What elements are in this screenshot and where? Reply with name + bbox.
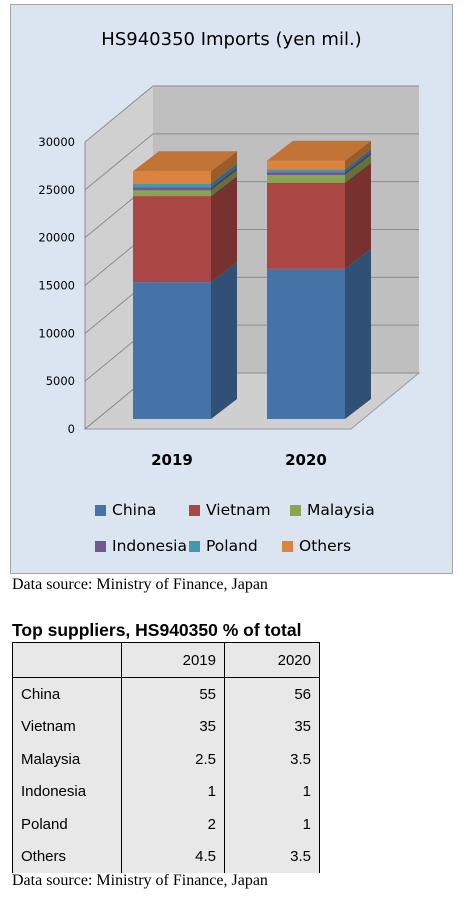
legend-item-malaysia: Malaysia bbox=[290, 501, 375, 519]
legend-swatch-others bbox=[282, 540, 293, 552]
bar-side-indonesia-2019 bbox=[211, 167, 237, 191]
row-label: China bbox=[12, 677, 122, 711]
row-value-2020: 3.5 bbox=[224, 840, 320, 873]
row-value-2020: 1 bbox=[224, 808, 320, 841]
row-value-2019: 35 bbox=[121, 710, 225, 743]
chart-title: HS940350 Imports (yen mil.) bbox=[101, 29, 362, 50]
bar-side-malaysia-2019 bbox=[211, 170, 237, 197]
table-row: Others 4.5 3.5 bbox=[12, 840, 320, 873]
legend-swatch-indonesia bbox=[95, 540, 106, 552]
bar-side-china-2019 bbox=[211, 262, 237, 419]
row-value-2020: 35 bbox=[224, 710, 320, 743]
bar-segment-malaysia-2019 bbox=[133, 190, 211, 197]
bar-segment-poland-2020 bbox=[267, 169, 345, 173]
row-value-2019: 55 bbox=[121, 677, 225, 711]
row-label: Indonesia bbox=[12, 775, 122, 808]
row-label: Others bbox=[12, 840, 122, 873]
y-tick-label: 20000 bbox=[38, 231, 75, 245]
legend-item-china: China bbox=[95, 501, 156, 519]
legend-item-vietnam: Vietnam bbox=[189, 501, 271, 519]
row-value-2020: 1 bbox=[224, 775, 320, 808]
suppliers-table: 2019 2020 China 55 56 Vietnam 35 35 Mala… bbox=[12, 642, 320, 873]
bar-segment-others-2020 bbox=[267, 160, 345, 170]
row-value-2019: 4.5 bbox=[121, 840, 225, 873]
legend-item-poland: Poland bbox=[189, 537, 258, 555]
row-label: Malaysia bbox=[12, 743, 122, 776]
table-row: China 55 56 bbox=[12, 677, 320, 711]
y-tick-label: 10000 bbox=[38, 326, 75, 340]
chart-data-source: Data source: Ministry of Finance, Japan bbox=[12, 576, 268, 593]
legend-item-others: Others bbox=[282, 537, 351, 555]
header-cell-2020: 2020 bbox=[224, 642, 320, 678]
bar-side-china-2020 bbox=[345, 248, 371, 419]
bar-segment-china-2020 bbox=[267, 268, 345, 419]
table-title: Top suppliers, HS940350 % of total bbox=[12, 620, 302, 640]
bar-segment-others-2019 bbox=[133, 171, 211, 184]
gridline-side bbox=[84, 85, 154, 143]
bar-segment-vietnam-2019 bbox=[133, 196, 211, 283]
y-tick-label: 25000 bbox=[38, 183, 75, 197]
legend-label-malaysia: Malaysia bbox=[307, 501, 375, 519]
row-label: Poland bbox=[12, 808, 122, 841]
table-row: Malaysia 2.5 3.5 bbox=[12, 743, 320, 776]
row-value-2020: 3.5 bbox=[224, 743, 320, 776]
legend-swatch-china bbox=[95, 504, 106, 516]
y-tick-label: 5000 bbox=[46, 374, 75, 388]
bar-segment-poland-2019 bbox=[133, 183, 211, 188]
legend-label-china: China bbox=[112, 501, 157, 519]
chart-plot: 0 5000 10000 15000 20000 25000 30000 2019 2020 bbox=[38, 85, 421, 469]
row-value-2019: 2.5 bbox=[121, 743, 225, 776]
bar-side-vietnam-2020 bbox=[345, 162, 371, 269]
legend-item-indonesia: Indonesia bbox=[95, 537, 187, 555]
bar-segment-china-2019 bbox=[133, 282, 211, 419]
header-cell-blank bbox=[12, 642, 122, 678]
bar-side-malaysia-2020 bbox=[345, 155, 371, 183]
legend-label-indonesia: Indonesia bbox=[112, 537, 187, 555]
legend-label-vietnam: Vietnam bbox=[206, 501, 271, 519]
y-tick-label: 15000 bbox=[38, 279, 75, 293]
bar-top-2019 bbox=[133, 151, 237, 172]
legend-swatch-poland bbox=[189, 540, 200, 552]
row-value-2020: 56 bbox=[224, 677, 320, 711]
bar-side-indonesia-2020 bbox=[345, 152, 371, 176]
bar-segment-vietnam-2020 bbox=[267, 182, 345, 269]
bar-side-others-2020 bbox=[345, 140, 371, 170]
gridline-side bbox=[84, 133, 154, 191]
chart-panel: HS940350 Imports (yen mil.) 0 5000 10000 15… bbox=[10, 4, 453, 574]
row-label: Vietnam bbox=[12, 710, 122, 743]
row-value-2019: 1 bbox=[121, 775, 225, 808]
x-tick-label: 2020 bbox=[285, 451, 327, 469]
table-row: Indonesia 1 1 bbox=[12, 775, 320, 808]
table-data-source: Data source: Ministry of Finance, Japan bbox=[12, 872, 268, 889]
legend-label-poland: Poland bbox=[206, 537, 258, 555]
legend-label-others: Others bbox=[299, 537, 352, 555]
bar-side-vietnam-2019 bbox=[211, 176, 237, 283]
legend-swatch-malaysia bbox=[290, 504, 301, 516]
bar-side-poland-2019 bbox=[211, 163, 237, 188]
y-tick-label: 0 bbox=[68, 422, 75, 436]
bar-segment-malaysia-2020 bbox=[267, 175, 345, 183]
bar-segment-indonesia-2019 bbox=[133, 187, 211, 191]
bar-top-2020 bbox=[267, 140, 371, 161]
x-tick-label: 2019 bbox=[151, 451, 193, 469]
bar-side-poland-2020 bbox=[345, 149, 371, 173]
row-value-2019: 2 bbox=[121, 808, 225, 841]
bar-side-others-2019 bbox=[211, 151, 237, 184]
bar-segment-indonesia-2020 bbox=[267, 172, 345, 176]
table-header-row: 2019 2020 bbox=[12, 642, 320, 678]
table-row: Poland 2 1 bbox=[12, 808, 320, 841]
legend-swatch-vietnam bbox=[189, 504, 200, 516]
y-tick-label: 30000 bbox=[38, 135, 75, 149]
table-row: Vietnam 35 35 bbox=[12, 710, 320, 743]
header-cell-2019: 2019 bbox=[121, 642, 225, 678]
